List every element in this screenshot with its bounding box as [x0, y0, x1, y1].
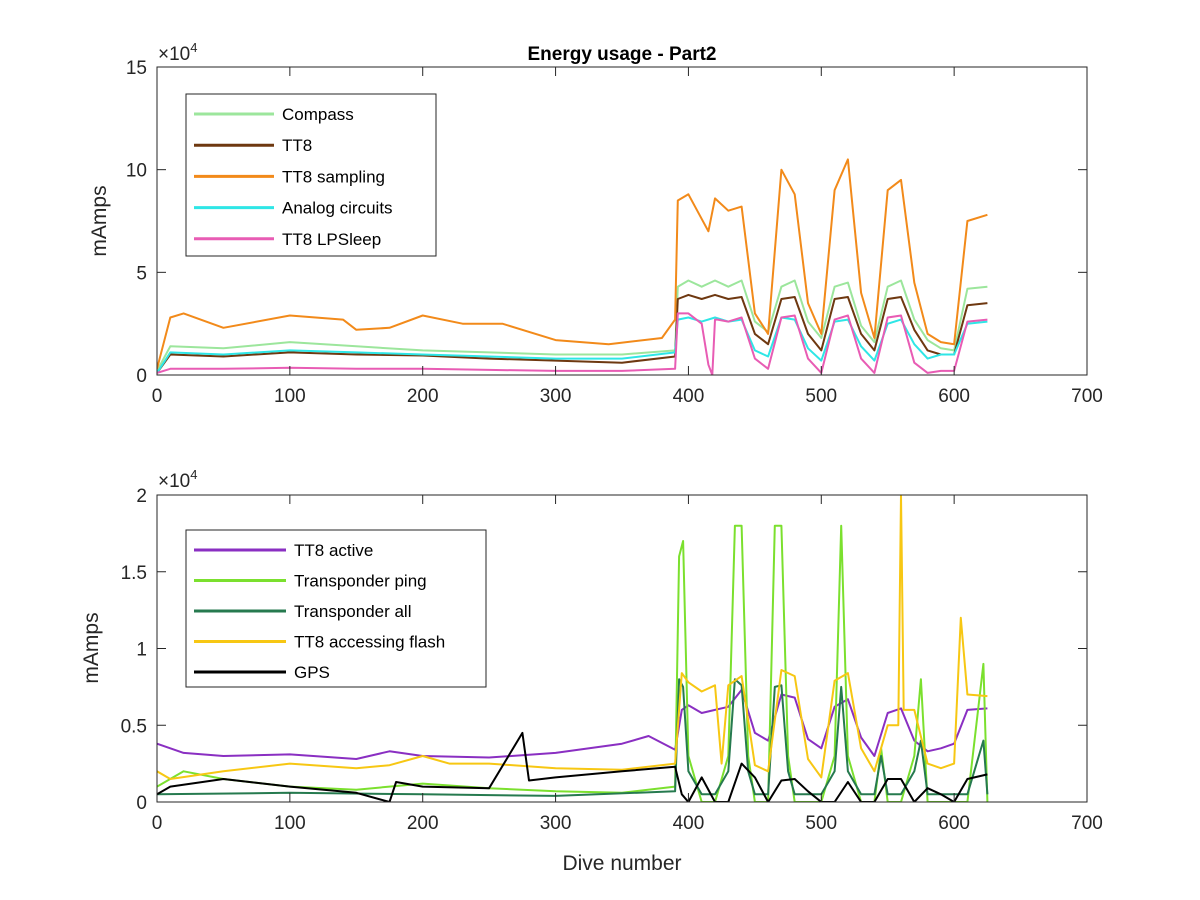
chart-title: Energy usage - Part2 — [527, 44, 716, 65]
legend-label: TT8 sampling — [282, 167, 385, 186]
x-tick-label: 100 — [274, 386, 306, 407]
y-tick-label: 5 — [136, 263, 147, 284]
y-exponent-power: 4 — [190, 467, 197, 482]
y-tick-label: 1 — [136, 640, 147, 661]
x-tick-label: 100 — [274, 813, 306, 834]
legend-label: GPS — [294, 663, 330, 682]
y-exponent-label: ×104 — [158, 40, 197, 65]
axes-box — [156, 66, 1088, 376]
series-group — [157, 495, 989, 802]
legend-label: TT8 active — [294, 541, 373, 560]
legend-label: Compass — [282, 105, 354, 124]
y-exponent-label: ×104 — [158, 467, 197, 492]
series-line-tt8-accessing-flash — [157, 495, 988, 780]
legend-label: Transponder all — [294, 602, 412, 621]
chart-top: Energy usage - Part2 mAmps ×104 0 100 200 3… — [88, 40, 1103, 407]
legend-label: Transponder ping — [294, 572, 427, 591]
series-line-tt8-lpsleep — [157, 312, 988, 375]
x-tick-label: 600 — [938, 386, 970, 407]
y-tick-label: 2 — [136, 486, 147, 507]
y-exponent-base: ×10 — [158, 44, 190, 65]
x-tick-label: 500 — [805, 813, 837, 834]
y-axis-label: mAmps — [88, 185, 111, 256]
legend-box — [185, 529, 487, 688]
legend-label: TT8 — [282, 136, 312, 155]
y-tick-label: 10 — [126, 161, 147, 182]
y-tick-label: 1.5 — [121, 563, 147, 584]
y-tick-label: 0 — [136, 366, 147, 387]
series-line-transponder-all — [157, 678, 989, 797]
series-group — [157, 158, 988, 375]
x-tick-label: 700 — [1071, 386, 1103, 407]
series-line-tt8-sampling — [157, 158, 988, 370]
series-line-compass — [157, 279, 988, 372]
x-tick-label: 500 — [805, 386, 837, 407]
y-exponent-power: 4 — [190, 40, 197, 55]
legend-label: TT8 accessing flash — [294, 633, 445, 652]
x-tick-label: 300 — [540, 386, 572, 407]
x-tick-label: 0 — [152, 813, 163, 834]
x-axis-label: Dive number — [562, 852, 681, 875]
series-line-analog-circuits — [157, 316, 988, 374]
x-tick-label: 400 — [673, 813, 705, 834]
series-line-tt8 — [157, 293, 988, 374]
x-tick-label: 600 — [938, 813, 970, 834]
legend-label: TT8 LPSleep — [282, 230, 381, 249]
x-tick-label: 200 — [407, 813, 439, 834]
y-axis-label: mAmps — [80, 612, 103, 683]
y-tick-label: 0 — [136, 793, 147, 814]
plot-area: 0 100 200 300 400 500 600 700 0 0.5 1 1.5 2 TT8 activ… — [121, 486, 1103, 834]
y-tick-label: 0.5 — [121, 716, 147, 737]
x-tick-label: 700 — [1071, 813, 1103, 834]
x-tick-label: 200 — [407, 386, 439, 407]
plot-area: 0 100 200 300 400 500 600 700 0 5 10 15 Compass TT8 TT… — [126, 58, 1103, 407]
chart-bottom: mAmps Dive number ×104 0 100 200 300 400 500 6… — [80, 467, 1103, 875]
series-line-gps — [157, 731, 988, 802]
y-exponent-base: ×10 — [158, 471, 190, 492]
x-tick-label: 0 — [152, 386, 163, 407]
x-tick-label: 400 — [673, 386, 705, 407]
series-line-transponder-ping — [157, 524, 989, 802]
y-tick-label: 15 — [126, 58, 147, 79]
series-line-tt8-active — [157, 688, 988, 760]
legend-label: Analog circuits — [282, 199, 393, 218]
legend: TT8 active Transponder ping Transponder al… — [185, 529, 487, 688]
x-tick-label: 300 — [540, 813, 572, 834]
legend: Compass TT8 TT8 sampling Analog circuits TT8… — [185, 93, 437, 257]
